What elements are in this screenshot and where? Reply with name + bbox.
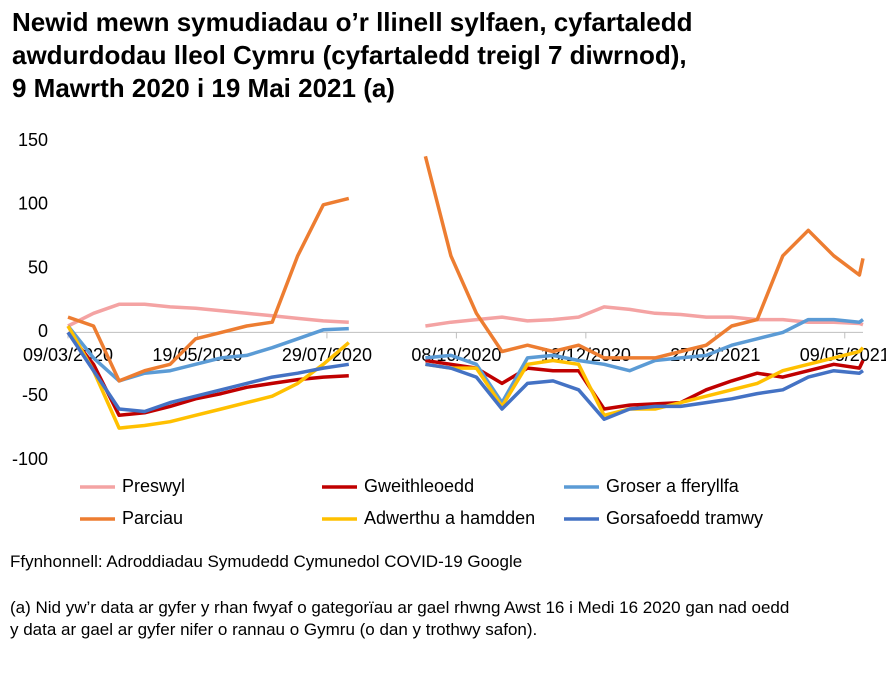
x-tick-label: 08/10/2020 — [411, 345, 501, 365]
y-tick-label: 100 — [18, 194, 48, 214]
footnote: (a) Nid yw’r data ar gyfer y rhan fwyaf … — [10, 598, 790, 639]
y-tick-label: 50 — [28, 257, 48, 277]
legend-label: Groser a fferyllfa — [606, 476, 740, 496]
title-line: 9 Mawrth 2020 i 19 Mai 2021 (a) — [12, 73, 395, 103]
legend-label: Adwerthu a hamdden — [364, 508, 535, 528]
y-tick-label: 0 — [38, 321, 48, 341]
legend-label: Gorsafoedd tramwy — [606, 508, 763, 528]
x-tick-label: 29/07/2020 — [282, 345, 372, 365]
chart-title: Newid mewn symudiadau o’r llinell sylfae… — [12, 6, 693, 105]
y-tick-label: -100 — [12, 449, 48, 469]
series-line — [66, 331, 864, 421]
source: Ffynhonnell: Adroddiadau Symudedd Cymune… — [10, 552, 523, 571]
series-line — [67, 302, 864, 328]
x-tick-label: 27/02/2021 — [670, 345, 760, 365]
series-line — [67, 155, 865, 383]
title-line: Newid mewn symudiadau o’r llinell sylfae… — [12, 7, 693, 37]
legend-label: Gweithleoedd — [364, 476, 474, 496]
title-line: awdurdodau lleol Cymru (cyfartaledd trei… — [12, 40, 687, 70]
y-tick-label: -50 — [22, 385, 48, 405]
series-line — [66, 317, 865, 405]
legend-label: Preswyl — [122, 476, 185, 496]
y-tick-label: 150 — [18, 130, 48, 150]
legend-label: Parciau — [122, 508, 183, 528]
